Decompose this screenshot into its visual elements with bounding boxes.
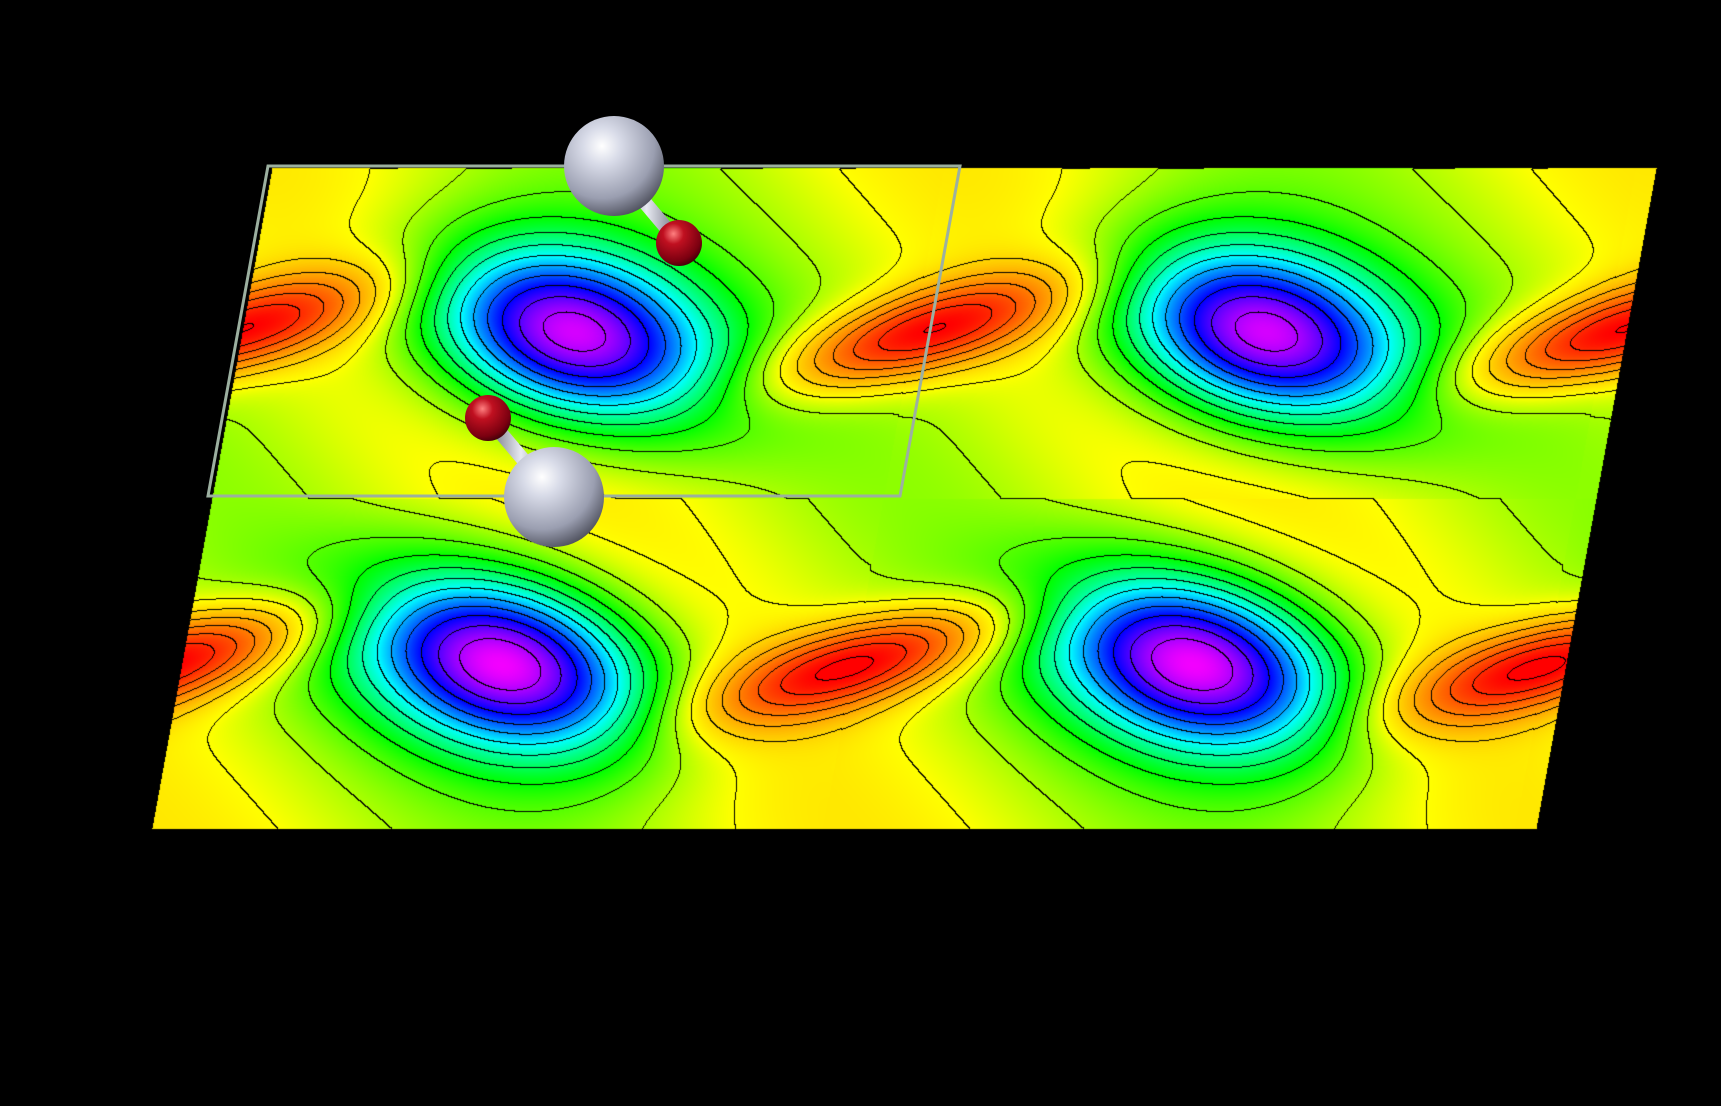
atom-small[interactable] [656, 220, 702, 266]
atom-large[interactable] [504, 447, 604, 547]
molecule-bottom[interactable] [465, 395, 604, 547]
molecule-top[interactable] [564, 116, 702, 266]
atom-small[interactable] [465, 395, 511, 441]
unit-cell-outline [206, 164, 962, 498]
atom-large[interactable] [564, 116, 664, 216]
